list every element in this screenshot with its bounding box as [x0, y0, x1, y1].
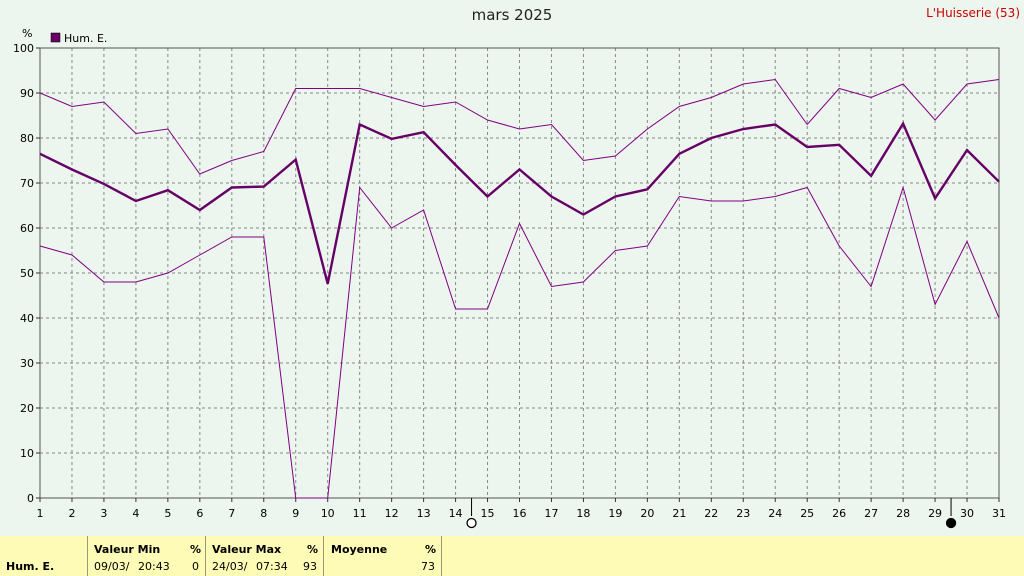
max-value: 93: [303, 560, 317, 573]
x-tick-label: 21: [672, 507, 686, 520]
moon-phases: [466, 498, 957, 529]
x-tick-label: 18: [576, 507, 590, 520]
y-tick-label: 80: [20, 132, 34, 145]
axes: [36, 47, 1000, 502]
min-unit: %: [190, 543, 202, 556]
y-tick-label: 20: [20, 402, 34, 415]
x-tick-label: 5: [164, 507, 171, 520]
x-tick-label: 26: [832, 507, 846, 520]
chart-title: mars 2025: [471, 6, 553, 24]
x-tick-label: 7: [228, 507, 235, 520]
series-lines: [39, 78, 1000, 499]
x-tick-label: 28: [896, 507, 910, 520]
min-time: 20:43: [138, 560, 170, 573]
y-tick-label: 90: [20, 87, 34, 100]
x-tick-label: 31: [992, 507, 1006, 520]
x-tick-label: 12: [385, 507, 399, 520]
y-tick-label: 100: [13, 42, 34, 55]
avg-value: 73: [421, 560, 435, 573]
x-tick-label: 1: [37, 507, 44, 520]
min-date: 09/03/: [94, 560, 130, 573]
y-tick-label: 40: [20, 312, 34, 325]
series-max-line: [39, 78, 1000, 175]
legend: Hum. E.: [50, 32, 107, 45]
x-tick-label: 14: [449, 507, 463, 520]
x-tick-label: 13: [417, 507, 431, 520]
x-tick-label: 22: [704, 507, 718, 520]
stats-divider: [87, 536, 88, 576]
legend-label: Hum. E.: [64, 32, 107, 45]
y-unit-label: %: [22, 27, 32, 40]
x-tick-label: 3: [100, 507, 107, 520]
legend-swatch: [50, 32, 61, 43]
stats-divider: [441, 536, 442, 576]
y-tick-label: 10: [20, 447, 34, 460]
x-tick-label: 25: [800, 507, 814, 520]
stats-divider: [323, 536, 324, 576]
station-label: L'Huisserie (53): [926, 6, 1020, 20]
max-time: 07:34: [256, 560, 288, 573]
series-mean-line: [39, 120, 1000, 285]
x-tick-label: 23: [736, 507, 750, 520]
stats-table: Hum. E. Valeur Min % 09/03/ 20:43 0 Vale…: [0, 536, 1024, 576]
series-min-line: [39, 185, 1000, 499]
grid-lines: [40, 48, 999, 498]
min-header: Valeur Min: [94, 543, 161, 556]
y-tick-label: 70: [20, 177, 34, 190]
x-tick-label: 8: [260, 507, 267, 520]
x-tick-label: 29: [928, 507, 942, 520]
stats-divider: [205, 536, 206, 576]
y-tick-label: 60: [20, 222, 34, 235]
x-tick-label: 2: [68, 507, 75, 520]
x-tick-label: 10: [321, 507, 335, 520]
x-tick-label: 11: [353, 507, 367, 520]
y-tick-label: 0: [27, 492, 34, 505]
avg-header: Moyenne: [331, 543, 388, 556]
max-date: 24/03/: [212, 560, 248, 573]
x-tick-label: 19: [608, 507, 622, 520]
x-tick-label: 4: [132, 507, 139, 520]
avg-unit: %: [425, 543, 437, 556]
y-tick-label: 30: [20, 357, 34, 370]
x-tick-label: 30: [960, 507, 974, 520]
max-header: Valeur Max: [212, 543, 282, 556]
x-tick-label: 15: [481, 507, 495, 520]
x-tick-label: 9: [292, 507, 299, 520]
stats-row-label: Hum. E.: [6, 560, 55, 573]
full-moon-icon: [945, 517, 957, 529]
min-value: 0: [192, 560, 199, 573]
x-tick-label: 20: [640, 507, 654, 520]
x-tick-label: 6: [196, 507, 203, 520]
new-moon-icon: [466, 517, 477, 529]
x-tick-label: 27: [864, 507, 878, 520]
x-tick-label: 16: [513, 507, 527, 520]
max-unit: %: [307, 543, 319, 556]
x-tick-label: 17: [544, 507, 558, 520]
y-tick-label: 50: [20, 267, 34, 280]
x-tick-label: 24: [768, 507, 782, 520]
